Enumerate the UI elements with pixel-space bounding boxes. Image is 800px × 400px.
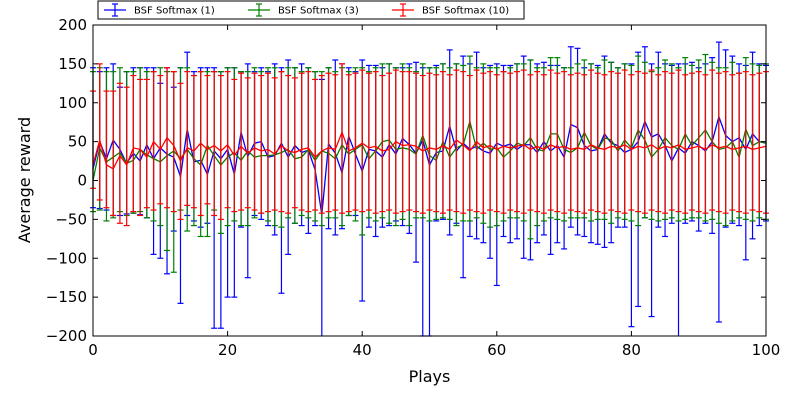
legend-items: BSF Softmax (1) BSF Softmax (3) BSF Softma… [104, 3, 509, 17]
y-tick-label: 100 [58, 94, 87, 112]
legend-label: BSF Softmax (10) [422, 6, 509, 17]
x-tick-label: 40 [353, 341, 372, 359]
legend-entry-2: BSF Softmax (3) [248, 3, 359, 17]
legend: BSF Softmax (1) BSF Softmax (3) BSF Softma… [97, 0, 525, 20]
y-axis-label: Average reward [15, 117, 34, 243]
series-3 [90, 63, 769, 227]
y-tick-label: −150 [46, 288, 87, 306]
y-tick-label: −50 [55, 210, 87, 228]
x-tick-label: 60 [487, 341, 506, 359]
plot-area: 0 20 40 60 80 100 −200 −150 −100 −50 0 50 100 150 200 [46, 16, 781, 359]
y-tick-label: 200 [58, 16, 87, 34]
x-axis-label: Plays [409, 367, 451, 386]
series-layer [90, 41, 769, 337]
y-tick-label: 50 [68, 133, 87, 151]
x-tick-label: 80 [622, 341, 641, 359]
x-tick-label: 0 [88, 341, 98, 359]
y-tick-label: 0 [77, 172, 87, 190]
x-ticks: 0 20 40 60 80 100 [88, 25, 780, 359]
y-tick-label: 150 [58, 55, 87, 73]
legend-label: BSF Softmax (3) [278, 6, 359, 17]
x-tick-label: 100 [752, 341, 781, 359]
legend-label: BSF Softmax (1) [134, 6, 215, 17]
x-tick-label: 20 [218, 341, 237, 359]
series-3-errorbars [90, 63, 769, 227]
series-3-line [92, 130, 767, 170]
legend-entry-1: BSF Softmax (1) [104, 3, 215, 17]
y-tick-label: −100 [46, 249, 87, 267]
legend-box [97, 0, 525, 20]
y-ticks: −200 −150 −100 −50 0 50 100 150 200 [46, 16, 766, 345]
y-tick-label: −200 [46, 327, 87, 345]
legend-entry-3: BSF Softmax (10) [392, 3, 509, 17]
